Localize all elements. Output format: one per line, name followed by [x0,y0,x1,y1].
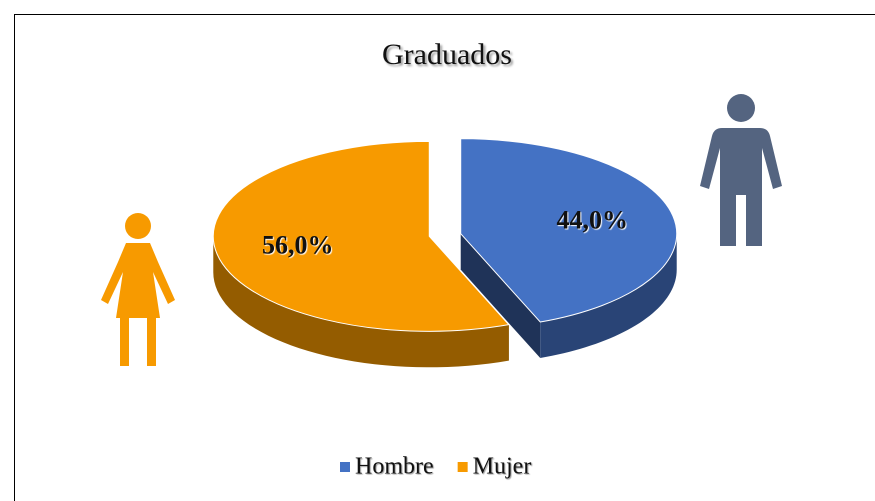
legend-label: Hombre [355,454,434,480]
legend-swatch [457,462,468,472]
data-label: 44,0% [557,206,629,235]
man-icon [700,94,782,246]
legend-label: Mujer [473,454,532,480]
pie-slice [212,140,510,332]
slice-side [213,236,509,368]
slice-cut-face [460,233,541,359]
woman-icon [101,213,175,366]
pie-slice [460,138,678,323]
legend-swatch [340,462,350,472]
slice-side [540,233,677,359]
data-label: 56,0% [262,230,334,259]
chart-title: Graduados [382,38,512,71]
